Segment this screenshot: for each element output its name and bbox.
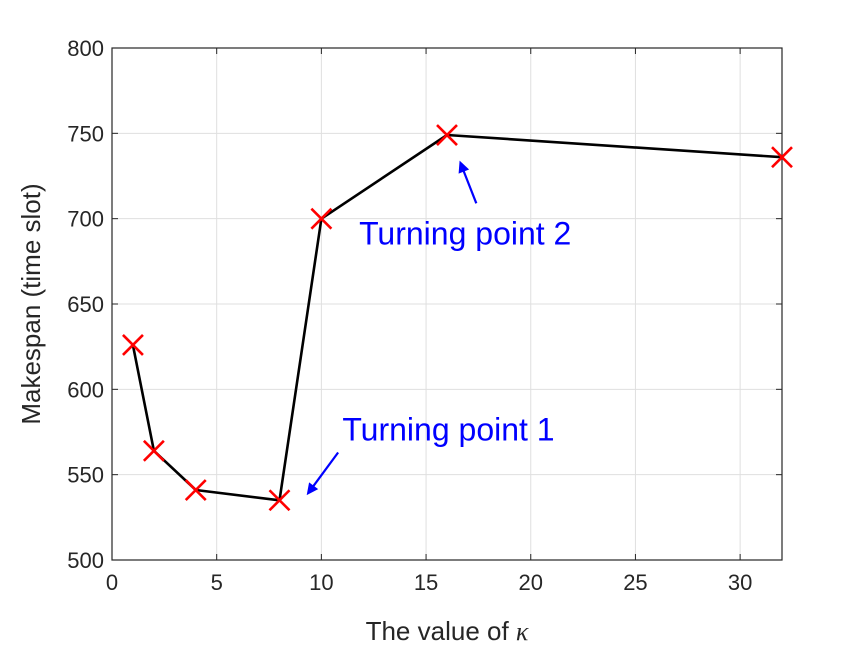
data-point-marker	[122, 334, 144, 356]
marker-stroke	[310, 207, 333, 230]
data-point-marker	[184, 479, 207, 501]
annotation-arrow-head	[458, 160, 470, 174]
x-tick-label: 10	[309, 570, 333, 595]
annotation-text: Turning point 2	[359, 215, 571, 251]
marker-stroke	[122, 334, 144, 356]
data-point-marker	[268, 489, 291, 512]
data-point-marker	[310, 207, 333, 230]
x-axis-label: The value of κ	[366, 616, 529, 646]
x-tick-label: 0	[106, 570, 118, 595]
x-tick-label: 30	[728, 570, 752, 595]
y-tick-label: 550	[67, 463, 104, 488]
x-tick-label: 25	[623, 570, 647, 595]
x-tick-label: 20	[519, 570, 543, 595]
annotations: Turning point 1 Turning point 2	[306, 160, 571, 496]
data-point-marker	[771, 146, 793, 169]
x-axis-label-symbol: κ	[516, 617, 529, 646]
axis-ticks: 0 5 10 15 20 25 30 500 550 600 650 700 750 800	[67, 36, 782, 595]
annotation-arrow-shaft	[311, 451, 340, 489]
y-tick-label: 650	[67, 292, 104, 317]
marker-stroke	[771, 146, 793, 169]
marker-stroke	[436, 124, 458, 146]
y-tick-label: 600	[67, 377, 104, 402]
annotation-arrow-head	[306, 482, 319, 496]
annotation-text: Turning point 1	[342, 412, 554, 448]
y-tick-label: 750	[67, 121, 104, 146]
x-tick-label: 15	[414, 570, 438, 595]
data-series	[122, 124, 793, 512]
x-tick-label: 5	[211, 570, 223, 595]
annotation-arrow-shaft	[461, 168, 478, 204]
marker-stroke	[142, 439, 165, 462]
y-axis-label: Makespan (time slot)	[16, 183, 46, 424]
y-tick-label: 500	[67, 548, 104, 573]
y-tick-label: 700	[67, 207, 104, 232]
y-tick-label: 800	[67, 36, 104, 61]
marker-stroke	[184, 479, 207, 501]
data-point-marker	[142, 439, 165, 462]
marker-stroke	[268, 489, 291, 512]
data-point-marker	[436, 124, 458, 146]
